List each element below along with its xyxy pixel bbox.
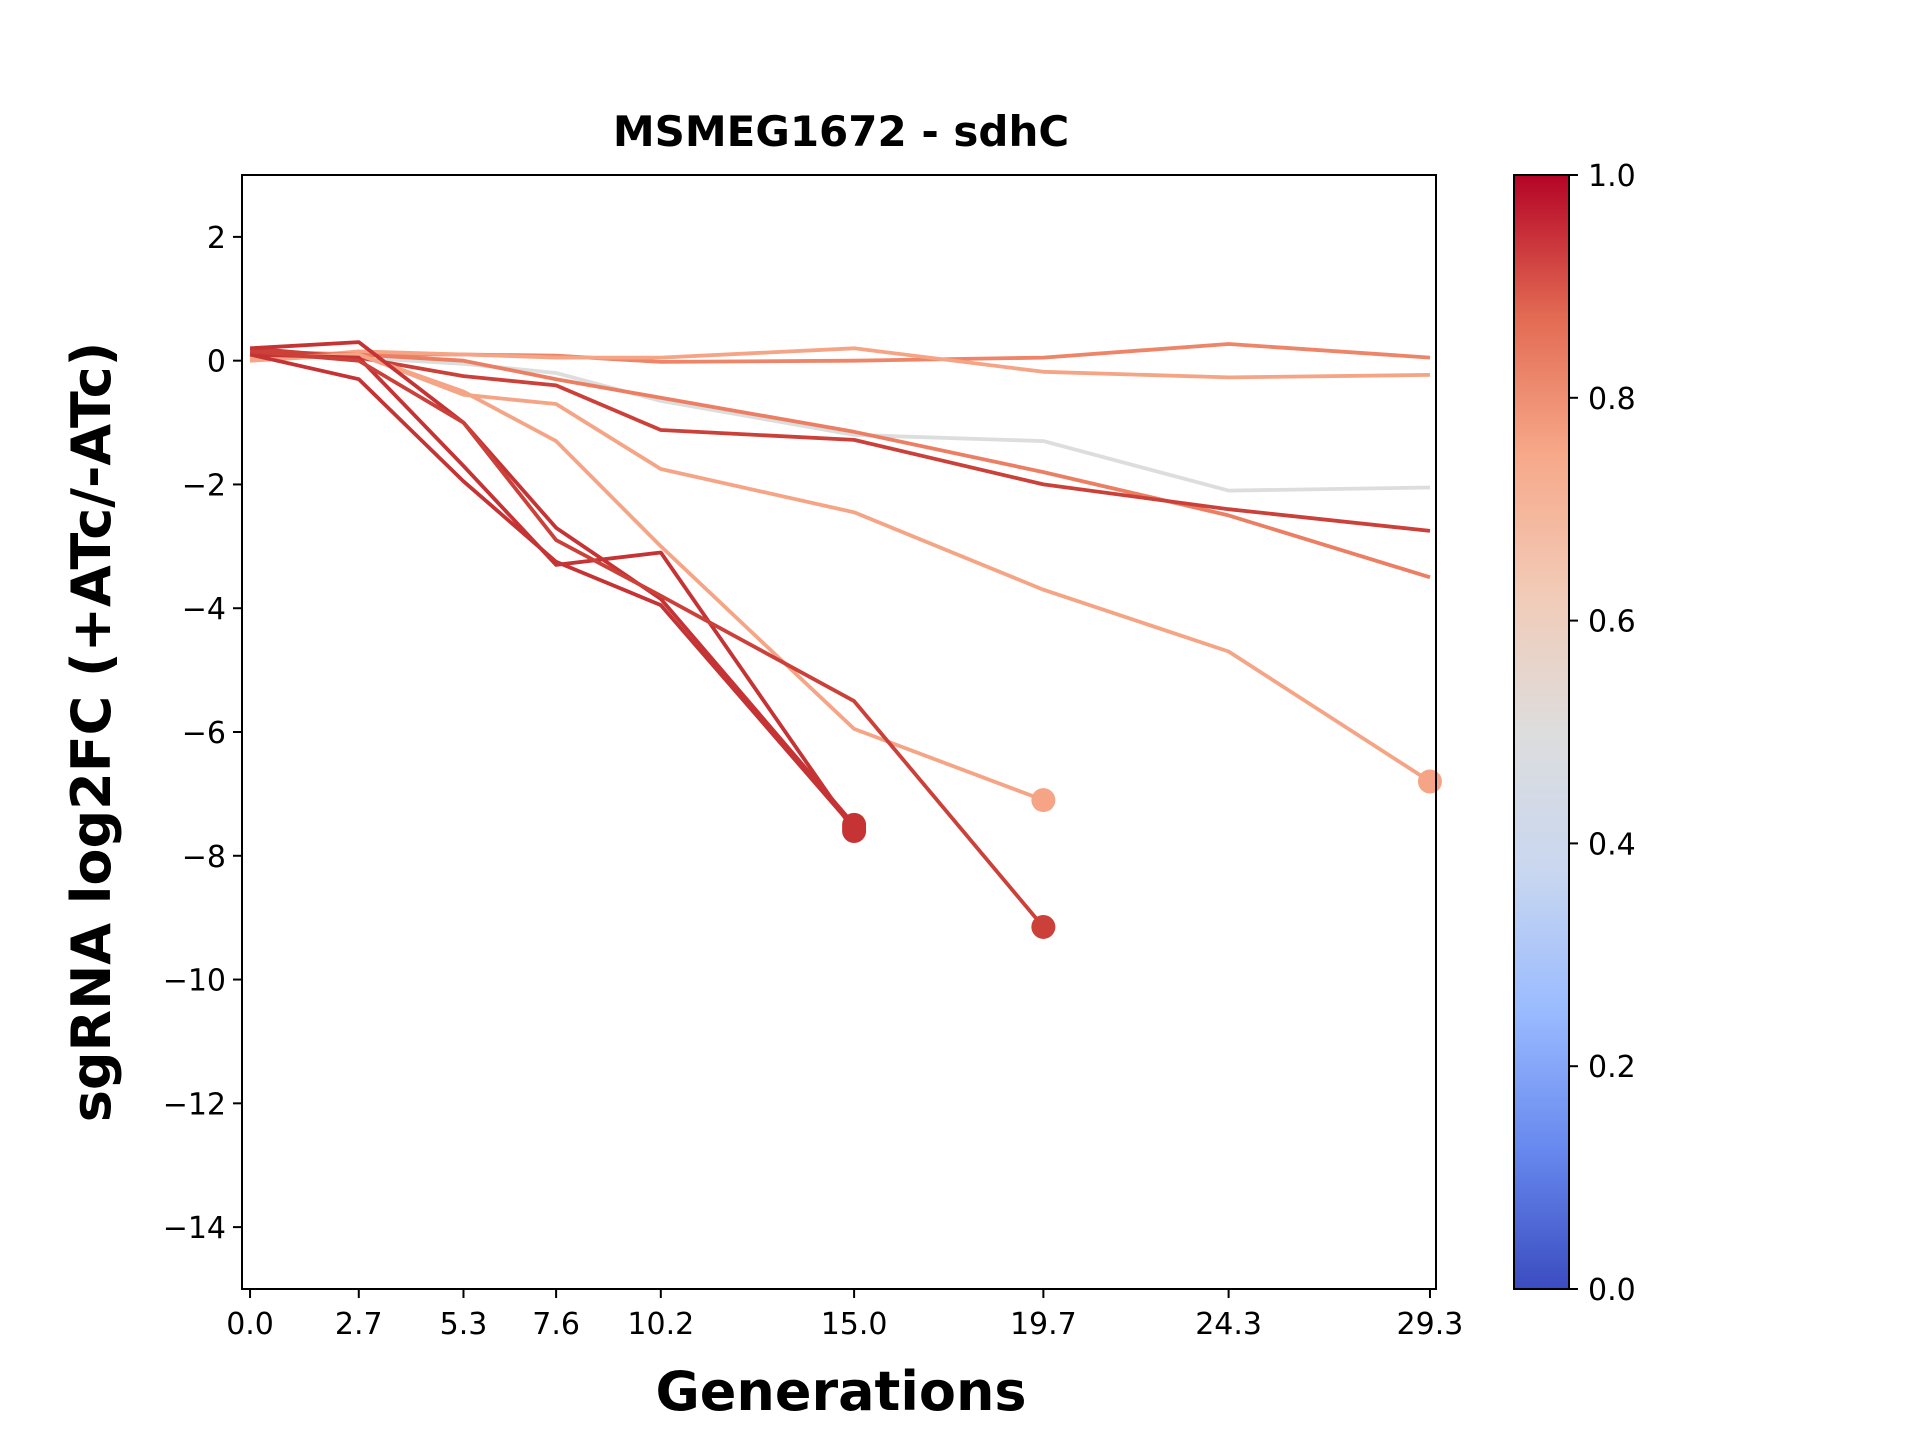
series-line-4 <box>250 349 1431 580</box>
colorbar-tick-label: 0.4 <box>1588 827 1636 862</box>
colorbar-tick-label: 0.8 <box>1588 382 1636 417</box>
y-tick-label: −14 <box>163 1211 226 1246</box>
series-end-marker-11 <box>1031 914 1056 939</box>
series-line-10 <box>249 352 856 830</box>
series-line-1 <box>250 342 1431 364</box>
series-line-7 <box>249 352 1045 802</box>
chart-title: MSMEG1672 - sdhC <box>613 107 1069 156</box>
series-line-5 <box>249 346 1431 533</box>
series-end-marker-6 <box>1417 769 1442 794</box>
x-tick-label: 7.6 <box>532 1307 580 1342</box>
series-line-8 <box>249 340 856 827</box>
x-tick-label: 15.0 <box>821 1307 888 1342</box>
x-tick-label: 0.0 <box>226 1307 274 1342</box>
x-tick-label: 5.3 <box>440 1307 488 1342</box>
y-tick-label: −4 <box>182 592 226 627</box>
series-line-3 <box>250 352 1431 493</box>
y-axis-label: sgRNA log2FC (+ATc/-ATc) <box>60 342 123 1123</box>
series-end-marker-10 <box>842 815 867 840</box>
x-tick-label: 24.3 <box>1195 1307 1262 1342</box>
y-tick-label: −10 <box>163 964 226 999</box>
y-tick-label: −8 <box>182 840 226 875</box>
x-tick-label: 29.3 <box>1397 1307 1464 1342</box>
colorbar-tick-label: 0.0 <box>1588 1273 1636 1308</box>
colorbar <box>1513 174 1570 1290</box>
colorbar-axis: 0.0 0.2 0.4 0.6 0.8 1.0 <box>1569 159 1636 1308</box>
x-tick-label: 19.7 <box>1010 1307 1077 1342</box>
colorbar-tick-label: 0.6 <box>1588 605 1636 640</box>
y-tick-label: 2 <box>207 221 226 256</box>
x-axis: 0.0 2.7 5.3 7.6 10.2 15.0 19.7 24.3 29.3 <box>226 1289 1463 1342</box>
y-tick-label: 0 <box>207 345 226 380</box>
series-line-11 <box>249 349 1045 929</box>
y-tick-label: −6 <box>182 716 226 751</box>
x-axis-label: Generations <box>655 1360 1026 1423</box>
x-tick-label: 10.2 <box>627 1307 694 1342</box>
colorbar-tick-label: 1.0 <box>1588 159 1636 194</box>
y-tick-label: −12 <box>163 1087 226 1122</box>
series-end-marker-7 <box>1031 788 1056 813</box>
x-tick-label: 2.7 <box>335 1307 383 1342</box>
y-axis: 2 0 −2 −4 −6 −8 −10 −12 −14 <box>163 221 242 1246</box>
colorbar-tick-label: 0.2 <box>1588 1050 1636 1085</box>
series-line-2 <box>249 346 1431 380</box>
y-tick-label: −2 <box>182 468 226 503</box>
series-line-9 <box>250 352 856 833</box>
plot-frame <box>241 174 1437 1290</box>
series-layer <box>249 340 1442 939</box>
